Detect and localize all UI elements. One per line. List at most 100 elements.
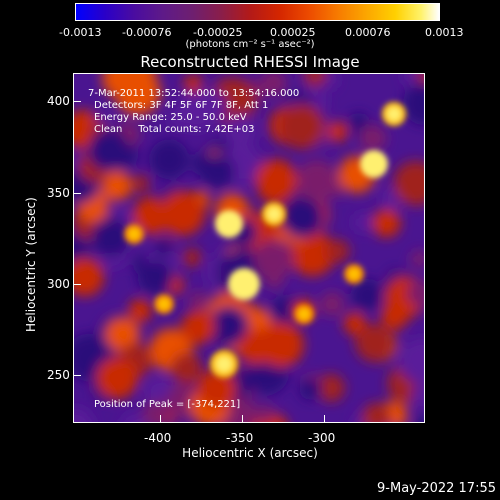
texture-blob — [260, 74, 287, 96]
texture-blob — [96, 357, 138, 400]
texture-blob — [121, 413, 149, 422]
texture-blob — [160, 190, 205, 236]
y-tick-label: 300 — [47, 277, 70, 291]
x-tick-label: -400 — [144, 431, 172, 445]
emission-peak — [348, 268, 360, 280]
colorbar-tick-label: -0.0013 — [59, 26, 102, 39]
detectors-text: Detectors: 3F 4F 5F 6F 7F 8F, Att 1 — [94, 100, 269, 111]
energy-range-text: Energy Range: 25.0 - 50.0 keV — [94, 112, 247, 123]
x-tick-label: -300 — [308, 431, 336, 445]
emission-peak — [158, 298, 170, 310]
colorbar-tick-label: -0.00025 — [193, 26, 243, 39]
texture-blob — [171, 352, 202, 384]
x-tick-label: -350 — [226, 431, 254, 445]
colorbar-tick-label: 0.00025 — [270, 26, 316, 39]
texture-blob — [199, 154, 235, 189]
texture-blob — [254, 404, 274, 422]
texture-blob — [154, 238, 173, 257]
texture-blob — [299, 377, 323, 401]
texture-blob — [182, 248, 202, 267]
y-tick-mark — [73, 375, 81, 376]
texture-blob — [410, 383, 424, 408]
texture-blob — [132, 175, 150, 192]
texture-blob — [142, 400, 170, 422]
emission-peak — [387, 107, 401, 121]
y-tick-label: 350 — [47, 186, 70, 200]
colorbar-unit-label: (photons cm⁻² s⁻¹ asec⁻²) — [185, 39, 315, 50]
x-tick-mark — [160, 415, 161, 423]
colorbar — [75, 3, 440, 21]
emission-blobs — [74, 74, 424, 422]
clean-text: Clean Total counts: 7.42E+03 — [94, 124, 255, 135]
generation-timestamp: 9-May-2022 17:55 — [377, 481, 496, 496]
y-tick-label: 250 — [47, 368, 70, 382]
y-tick-mark — [73, 193, 81, 194]
texture-blob — [398, 338, 424, 385]
texture-blob — [224, 114, 257, 147]
texture-blob — [132, 196, 171, 235]
time-range-text: 7-Mar-2011 13:52:44.000 to 13:54:16.000 — [88, 88, 300, 99]
emission-peak — [216, 356, 232, 372]
texture-blob — [279, 104, 325, 150]
colorbar-tick-label: 0.0013 — [425, 26, 464, 39]
emission-cores — [124, 102, 406, 378]
y-tick-mark — [73, 101, 81, 102]
texture-blob — [319, 291, 345, 317]
y-tick-label: 400 — [47, 94, 70, 108]
texture-blob — [149, 139, 189, 180]
emission-peak — [267, 207, 281, 221]
texture-blob — [128, 299, 152, 323]
texture-blob — [280, 195, 324, 239]
texture-blob — [253, 239, 294, 280]
emission-peak — [298, 308, 310, 320]
texture-blob — [355, 324, 394, 362]
texture-blob — [74, 234, 90, 265]
emission-peak — [221, 216, 237, 232]
texture-blob — [353, 213, 373, 232]
texture-blob — [181, 310, 216, 345]
texture-blob — [303, 74, 327, 87]
image-title: Reconstructed RHESSI Image — [140, 53, 360, 71]
texture-blob — [197, 369, 237, 409]
texture-blob — [381, 302, 409, 330]
texture-blob — [416, 74, 424, 86]
emission-peak — [366, 156, 382, 172]
texture-blob — [372, 209, 401, 238]
y-tick-mark — [73, 284, 81, 285]
texture-blob — [88, 129, 130, 172]
texture-blob — [184, 74, 202, 93]
image-plot: 7-Mar-2011 13:52:44.000 to 13:54:16.000 … — [73, 73, 425, 423]
texture-blob — [208, 306, 249, 347]
texture-blob — [327, 121, 348, 142]
texture-blob — [359, 124, 387, 152]
texture-blob — [415, 416, 424, 422]
texture-blob — [102, 74, 142, 99]
texture-blob — [74, 257, 104, 297]
texture-blob — [102, 170, 133, 201]
x-axis-label: Heliocentric X (arcsec) — [182, 446, 318, 460]
emission-peak — [235, 275, 253, 293]
texture-blob — [258, 322, 304, 368]
texture-blob — [410, 250, 424, 268]
rhessi-image — [74, 74, 424, 422]
texture-blob — [295, 159, 338, 202]
texture-blob — [393, 161, 424, 206]
emission-peak — [128, 228, 140, 240]
y-axis-label: Heliocentric Y (arcsec) — [24, 197, 38, 332]
x-tick-mark — [324, 415, 325, 423]
texture-blob — [74, 408, 93, 422]
texture-blob — [188, 291, 208, 311]
colorbar-tick-label: -0.00076 — [122, 26, 172, 39]
texture-blob — [402, 82, 424, 126]
texture-blob — [350, 278, 384, 312]
texture-blob — [137, 259, 174, 296]
texture-blob — [91, 217, 132, 258]
texture-blob — [326, 239, 350, 263]
texture-blob — [255, 159, 298, 202]
x-tick-mark — [242, 415, 243, 423]
texture-blob — [104, 317, 140, 352]
texture-blob — [269, 296, 301, 328]
texture-blob — [362, 402, 391, 422]
peak-position-text: Position of Peak = [-374,221] — [94, 399, 241, 410]
colorbar-tick-label: 0.00076 — [345, 26, 391, 39]
